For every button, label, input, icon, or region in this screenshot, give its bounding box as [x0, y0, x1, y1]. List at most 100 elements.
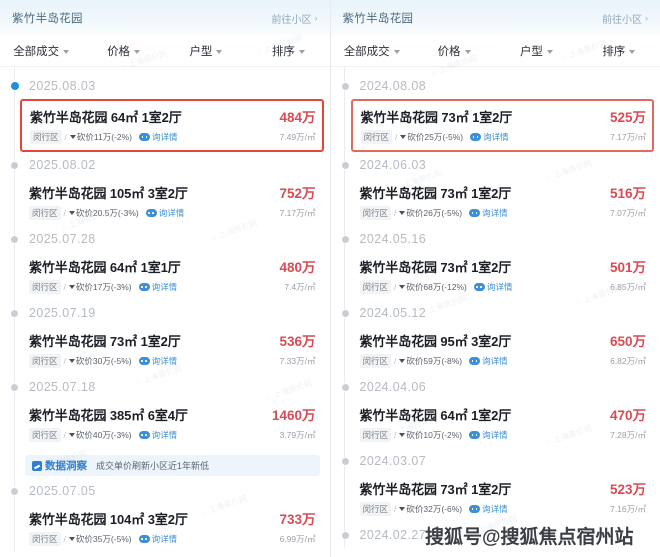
meta-separator: /	[395, 132, 398, 142]
inquire-details-button[interactable]: 询详情	[138, 429, 177, 441]
inquire-details-button[interactable]: 询详情	[469, 429, 508, 441]
total-price: 501万	[609, 260, 646, 275]
card-title-row: 紫竹半岛花园 64㎡ 1室1厅 480万	[29, 256, 316, 276]
transaction-entry[interactable]: 2025.07.19 紫竹半岛花园 73㎡ 1室2厅 536万 闵行区 / 砍价30万(-…	[0, 300, 330, 374]
transaction-entry[interactable]: 2024.05.16 紫竹半岛花园 73㎡ 1室2厅 501万 闵行区 / 砍价68万(-…	[331, 226, 660, 300]
filter-bar: 全部成交 价格 户型 排序	[330, 36, 660, 67]
chat-bubble-icon	[138, 357, 150, 365]
price-cut-label: 砍价11万(-2%)	[76, 132, 132, 142]
transaction-card[interactable]: 紫竹半岛花园 73㎡ 1室2厅 525万 闵行区 / 砍价25万(-5%) 询详情 7.17…	[350, 99, 654, 152]
price-cut-label: 砍价68万(-12%)	[406, 282, 467, 292]
transaction-card[interactable]: 紫竹半岛花园 73㎡ 1室2厅 536万 闵行区 / 砍价30万(-5%) 询详情 7.33…	[25, 326, 320, 374]
timeline-line	[344, 67, 345, 548]
inquire-details-button[interactable]: 询详情	[470, 131, 509, 143]
price-cut-label: 砍价25万(-5%)	[407, 132, 464, 142]
chat-bubble-icon	[473, 283, 485, 291]
chat-bubble-icon	[469, 505, 481, 513]
transaction-card[interactable]: 紫竹半岛花园 105㎡ 3室2厅 752万 闵行区 / 砍价20.5万(-3%) 询详情 7…	[25, 178, 320, 226]
price-cut-label: 砍价26万(-5%)	[406, 208, 463, 218]
card-meta-row: 闵行区 / 砍价20.5万(-3%) 询详情 7.17万/㎡	[29, 206, 316, 220]
filter-layout[interactable]: 户型	[165, 43, 247, 59]
data-insight-banner: 数据洞察 成交单价刷新小区近1年新低	[25, 455, 320, 476]
chat-bubble-icon	[469, 431, 481, 439]
inquire-details-button[interactable]: 询详情	[139, 131, 178, 143]
filter-sort[interactable]: 排序	[578, 43, 660, 59]
filter-all-deals[interactable]: 全部成交	[0, 43, 82, 59]
district-tag: 闵行区	[359, 206, 392, 220]
filter-all-deals[interactable]: 全部成交	[331, 43, 413, 59]
filter-bar: 全部成交 价格 户型 排序	[0, 36, 330, 67]
transaction-entry[interactable]: 2025.08.03 紫竹半岛花园 64㎡ 1室2厅 484万 闵行区 / 砍价11万(-…	[0, 73, 330, 152]
inquire-details-label: 询详情	[482, 208, 508, 218]
card-meta-row: 闵行区 / 砍价26万(-5%) 询详情 7.07万/㎡	[359, 206, 646, 220]
filter-price[interactable]: 价格	[82, 43, 164, 59]
transaction-entry[interactable]: 2024.06.03 紫竹半岛花园 73㎡ 1室2厅 516万 闵行区 / 砍价26万(-…	[331, 152, 660, 226]
property-name: 紫竹半岛花园 73㎡ 1室2厅	[29, 334, 181, 349]
goto-community-link[interactable]: 前往小区 ›	[602, 11, 648, 26]
chevron-right-icon: ›	[314, 13, 318, 23]
unit-price: 7.17万/㎡	[610, 132, 646, 142]
arrow-down-icon	[68, 211, 75, 215]
total-price: 470万	[609, 408, 646, 423]
transaction-entry[interactable]: 2024.08.08 紫竹半岛花园 73㎡ 1室2厅 525万 闵行区 / 砍价25万(-…	[331, 73, 660, 152]
unit-price: 6.85万/㎡	[610, 282, 646, 292]
property-name: 紫竹半岛花园 64㎡ 1室2厅	[359, 408, 512, 423]
transaction-entry[interactable]: 2025.07.18 紫竹半岛花园 385㎡ 6室4厅 1460万 闵行区 / 砍价40万…	[0, 374, 330, 476]
goto-community-link[interactable]: 前往小区 ›	[272, 11, 318, 26]
transaction-entry[interactable]: 2025.07.05 紫竹半岛花园 104㎡ 3室2厅 733万 闵行区 / 砍价35万(…	[0, 478, 330, 552]
unit-price: 6.99万/㎡	[279, 534, 316, 544]
transaction-date: 2024.06.03	[359, 158, 427, 172]
chat-bubble-icon	[139, 133, 150, 141]
transaction-entry[interactable]: 2025.08.02 紫竹半岛花园 105㎡ 3室2厅 752万 闵行区 / 砍价20.5…	[0, 152, 330, 226]
transaction-card[interactable]: 紫竹半岛花园 95㎡ 3室2厅 650万 闵行区 / 砍价59万(-8%) 询详情 6.82…	[356, 326, 651, 374]
filter-all-deals-label: 全部成交	[13, 46, 60, 58]
inquire-details-button[interactable]: 询详情	[138, 355, 177, 367]
transaction-card[interactable]: 紫竹半岛花园 73㎡ 1室2厅 501万 闵行区 / 砍价68万(-12%) 询详情 6.8…	[356, 252, 651, 300]
chevron-down-icon	[546, 50, 553, 54]
inquire-details-button[interactable]: 询详情	[138, 533, 177, 545]
inquire-details-button[interactable]: 询详情	[469, 503, 508, 515]
unit-price: 7.07万/㎡	[610, 208, 646, 218]
unit-price: 7.49万/㎡	[279, 132, 316, 142]
price-cut-label: 砍价10万(-2%)	[406, 430, 463, 440]
price-cut-label: 砍价17万(-3%)	[75, 282, 132, 292]
transaction-date: 2024.02.27	[359, 528, 427, 542]
transaction-entry[interactable]: 2024.02.27	[331, 522, 660, 548]
panel-right: 紫竹半岛花园 前往小区 › 全部成交 价格 户型 排序	[330, 0, 660, 557]
entry-date-row: 2024.03.07	[331, 448, 660, 474]
unit-price: 7.4万/㎡	[284, 282, 316, 292]
property-name: 紫竹半岛花园 73㎡ 1室2厅	[360, 110, 513, 125]
transaction-card[interactable]: 紫竹半岛花园 73㎡ 1室2厅 516万 闵行区 / 砍价26万(-5%) 询详情 7.07…	[356, 178, 651, 226]
meta-separator: /	[63, 208, 66, 218]
inquire-details-button[interactable]: 询详情	[145, 207, 184, 219]
card-meta-row: 闵行区 / 砍价35万(-5%) 询详情 6.99万/㎡	[29, 532, 316, 546]
transaction-card[interactable]: 紫竹半岛花园 104㎡ 3室2厅 733万 闵行区 / 砍价35万(-5%) 询详情 6.9…	[25, 504, 320, 552]
filter-layout[interactable]: 户型	[495, 43, 577, 59]
filter-sort[interactable]: 排序	[247, 43, 329, 59]
inquire-details-button[interactable]: 询详情	[138, 281, 177, 293]
inquire-details-button[interactable]: 询详情	[469, 355, 508, 367]
property-name: 紫竹半岛花园 105㎡ 3室2厅	[29, 186, 188, 201]
transaction-entry[interactable]: 2024.03.07 紫竹半岛花园 73㎡ 1室2厅 523万 闵行区 / 砍价32万(-…	[331, 448, 660, 522]
transaction-entry[interactable]: 2025.07.28 紫竹半岛花园 64㎡ 1室1厅 480万 闵行区 / 砍价17万(-…	[0, 226, 330, 300]
price-cut-label: 砍价40万(-3%)	[75, 430, 132, 440]
transaction-card[interactable]: 紫竹半岛花园 64㎡ 1室1厅 480万 闵行区 / 砍价17万(-3%) 询详情 7.4万…	[25, 252, 320, 300]
transaction-card[interactable]: 紫竹半岛花园 73㎡ 1室2厅 523万 闵行区 / 砍价32万(-6%) 询详情 7.16…	[356, 474, 651, 522]
timeline-dot-icon	[10, 382, 19, 392]
inquire-details-button[interactable]: 询详情	[469, 207, 508, 219]
transaction-card[interactable]: 紫竹半岛花园 64㎡ 1室2厅 470万 闵行区 / 砍价10万(-2%) 询详情 7.28…	[356, 400, 651, 448]
inquire-details-label: 询详情	[482, 356, 508, 366]
transaction-card[interactable]: 紫竹半岛花园 64㎡ 1室2厅 484万 闵行区 / 砍价11万(-2%) 询详情 7.49…	[20, 99, 324, 152]
page-title: 紫竹半岛花园	[342, 13, 414, 25]
timeline-dot-icon	[340, 160, 350, 170]
inquire-details-button[interactable]: 询详情	[473, 281, 512, 293]
filter-price[interactable]: 价格	[413, 43, 495, 59]
unit-price: 3.79万/㎡	[279, 430, 316, 440]
transaction-entry[interactable]: 2024.04.06 紫竹半岛花园 64㎡ 1室2厅 470万 闵行区 / 砍价10万(-…	[331, 374, 660, 448]
total-price: 480万	[279, 260, 316, 275]
chat-bubble-icon	[145, 209, 157, 217]
entry-date-row: 2025.07.18	[0, 374, 330, 400]
insight-badge: 数据洞察	[32, 458, 87, 473]
transaction-card[interactable]: 紫竹半岛花园 385㎡ 6室4厅 1460万 闵行区 / 砍价40万(-3%) 询详情 3.…	[25, 400, 320, 448]
transaction-entry[interactable]: 2024.05.12 紫竹半岛花园 95㎡ 3室2厅 650万 闵行区 / 砍价59万(-…	[331, 300, 660, 374]
